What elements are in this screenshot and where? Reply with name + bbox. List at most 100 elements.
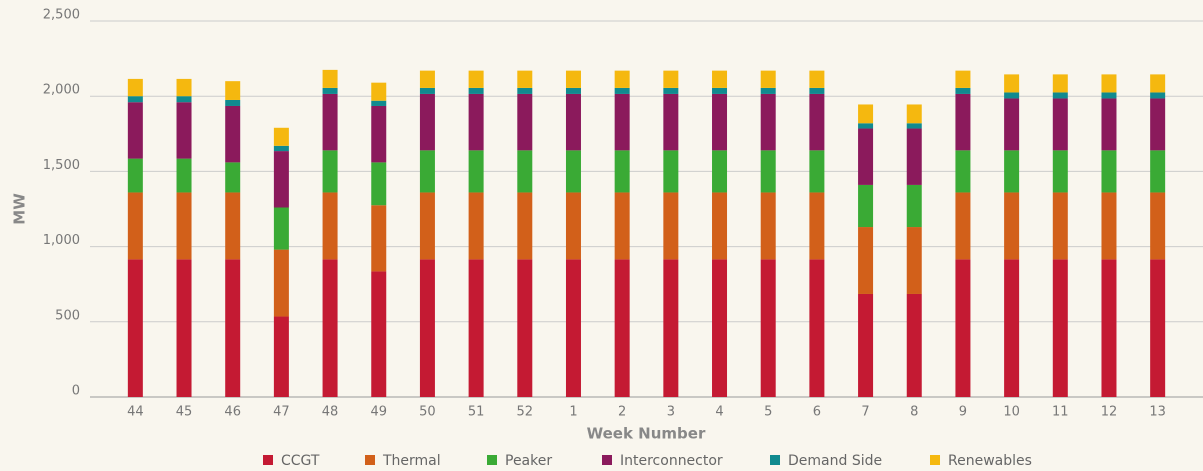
- bar-segment: [663, 87, 679, 94]
- bar-segment: [127, 78, 143, 97]
- bar-segment: [1101, 92, 1117, 99]
- bar-segment: [1101, 98, 1117, 151]
- bar-segment: [1052, 259, 1068, 397]
- bar-segment: [127, 96, 143, 103]
- bar-segment: [712, 70, 728, 88]
- bar-segment: [565, 150, 581, 193]
- bar-segment: [565, 93, 581, 151]
- bar-segment: [419, 192, 435, 260]
- x-tick-label: 51: [468, 405, 485, 420]
- bar-segment: [371, 205, 387, 272]
- bar-segment: [1004, 98, 1020, 151]
- bar-segment: [1004, 74, 1020, 93]
- bar-segment: [176, 192, 192, 260]
- bar-segment: [663, 70, 679, 88]
- bar-segment: [858, 184, 874, 228]
- bar-segment: [565, 192, 581, 260]
- bar-segment: [1101, 259, 1117, 397]
- bar-segment: [419, 93, 435, 151]
- bar-segment: [225, 105, 241, 163]
- bar-segment: [1101, 74, 1117, 93]
- bar-segment: [273, 151, 289, 208]
- bar-segment: [419, 259, 435, 397]
- bar-segment: [1052, 92, 1068, 99]
- x-tick-label: 3: [667, 405, 675, 420]
- bar-segment: [273, 249, 289, 317]
- bar-segment: [760, 70, 776, 88]
- bar-segment: [517, 87, 533, 94]
- bar-segment: [955, 192, 971, 260]
- bar-segment: [322, 259, 338, 397]
- bar-segment: [565, 87, 581, 94]
- bar-segment: [760, 150, 776, 193]
- bar-segment: [1150, 192, 1166, 260]
- bar-segment: [760, 93, 776, 151]
- bar-segment: [760, 259, 776, 397]
- bar-segment: [614, 259, 630, 397]
- legend-text: Thermal: [382, 453, 441, 469]
- bar-segment: [858, 293, 874, 397]
- bar-segment: [371, 162, 387, 206]
- x-tick-label: 48: [322, 405, 339, 420]
- bar-segment: [371, 271, 387, 397]
- bar-segment: [760, 192, 776, 260]
- x-tick-label: 7: [861, 405, 869, 420]
- bar-segment: [176, 78, 192, 97]
- bar-segment: [663, 192, 679, 260]
- bar-segment: [809, 93, 825, 151]
- bar-segment: [127, 158, 143, 193]
- bar-segment: [176, 102, 192, 159]
- y-tick-label: 1,500: [43, 158, 80, 173]
- bar-segment: [1004, 192, 1020, 260]
- bar-segment: [906, 184, 922, 228]
- bar-segment: [322, 192, 338, 260]
- bar-segment: [273, 207, 289, 250]
- bar-segment: [565, 70, 581, 88]
- bar-segment: [906, 123, 922, 129]
- bar-segment: [127, 102, 143, 159]
- bar-segment: [517, 70, 533, 88]
- bar-segment: [176, 96, 192, 103]
- x-tick-label: 50: [419, 405, 436, 420]
- bar-segment: [176, 259, 192, 397]
- y-tick-label: 500: [55, 308, 80, 323]
- bar-segment: [614, 192, 630, 260]
- bar-segment: [1052, 74, 1068, 93]
- y-tick-label: 2,000: [43, 83, 80, 98]
- x-tick-label: 52: [517, 405, 534, 420]
- bar-segment: [225, 81, 241, 100]
- bar-segment: [517, 192, 533, 260]
- bar-segment: [517, 150, 533, 193]
- legend-swatch: [487, 455, 497, 465]
- y-tick-label: 2,500: [43, 8, 80, 23]
- bar-segment: [127, 259, 143, 397]
- bar-segment: [419, 150, 435, 193]
- bar-segment: [809, 192, 825, 260]
- bar-segment: [273, 145, 289, 152]
- bar-segment: [760, 87, 776, 94]
- x-tick-label: 47: [273, 405, 290, 420]
- bar-segment: [906, 293, 922, 397]
- legend-text: CCGT: [281, 453, 320, 469]
- bar-segment: [225, 99, 241, 106]
- legend-text: Peaker: [505, 453, 552, 469]
- bar-segment: [273, 316, 289, 397]
- bar-segment: [273, 127, 289, 146]
- bar-segment: [1052, 98, 1068, 151]
- legend-swatch: [602, 455, 612, 465]
- bar-segment: [517, 259, 533, 397]
- bar-segment: [1150, 74, 1166, 93]
- bar-segment: [809, 259, 825, 397]
- bar-segment: [1004, 259, 1020, 397]
- legend-swatch: [770, 455, 780, 465]
- bar-segment: [419, 70, 435, 88]
- x-tick-label: 11: [1052, 405, 1069, 420]
- bar-segment: [1004, 92, 1020, 99]
- bar-segment: [468, 70, 484, 88]
- bar-segment: [955, 93, 971, 151]
- bar-segment: [1150, 150, 1166, 193]
- bar-segment: [858, 128, 874, 185]
- x-tick-label: 12: [1101, 405, 1118, 420]
- bar-segment: [1052, 150, 1068, 193]
